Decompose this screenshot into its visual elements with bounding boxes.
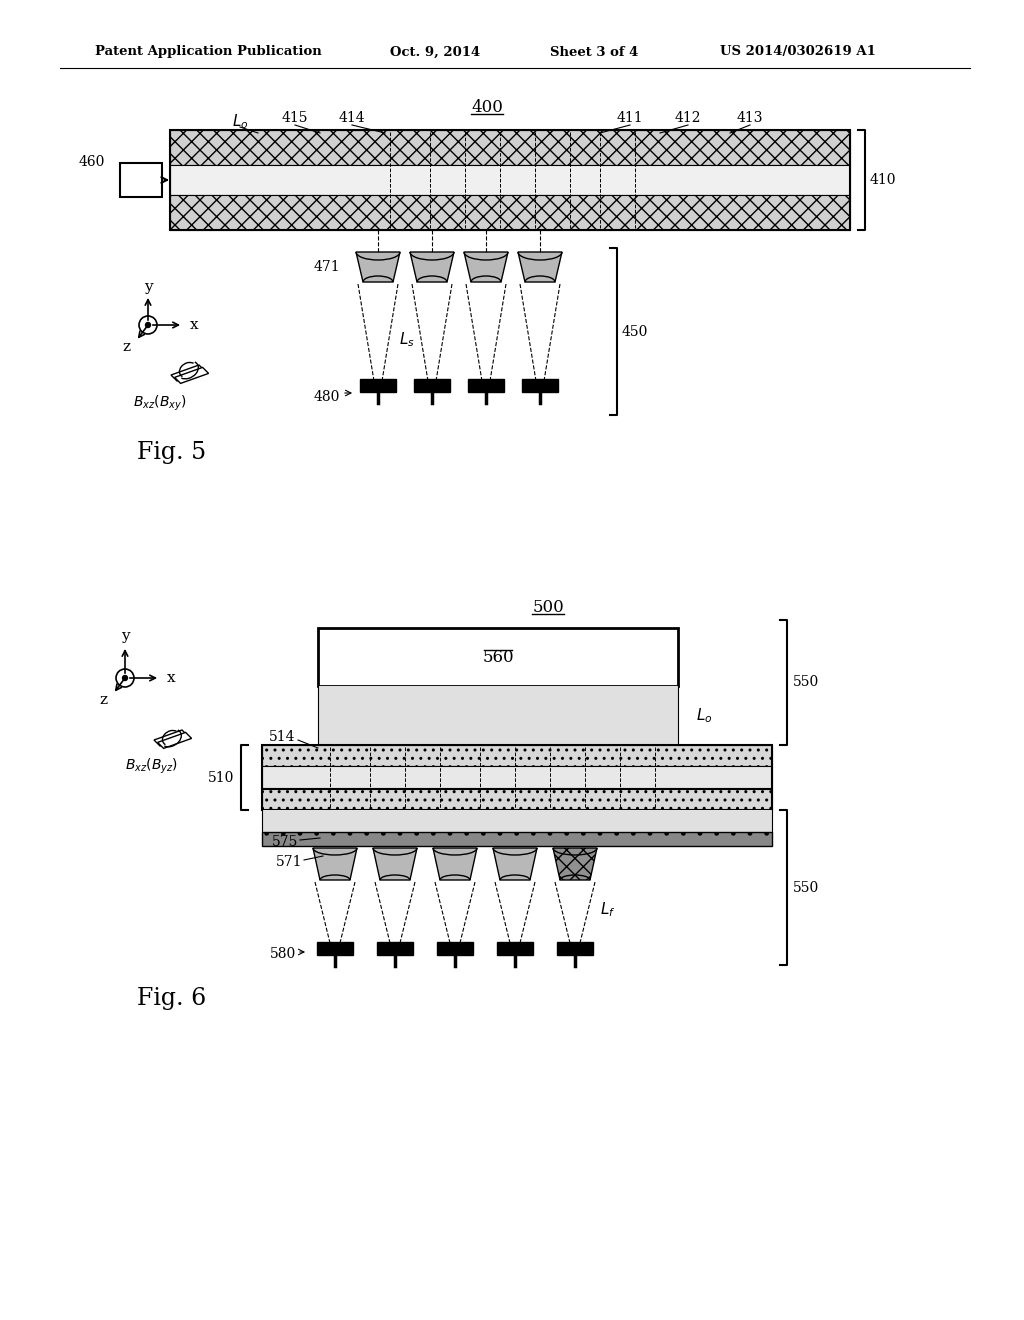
Polygon shape [493,847,537,880]
Polygon shape [553,847,597,880]
Text: 500: 500 [532,599,564,616]
Polygon shape [356,252,400,282]
Bar [317,942,353,954]
Text: 480: 480 [313,389,340,404]
Polygon shape [175,367,209,383]
Text: 412: 412 [675,111,701,125]
Text: Fig. 5: Fig. 5 [137,441,207,465]
Bar [522,379,558,392]
Text: 415: 415 [282,111,308,125]
Text: 580: 580 [269,946,296,961]
Text: z: z [99,693,106,708]
Text: 514: 514 [268,730,295,744]
Text: 400: 400 [471,99,503,116]
Bar [262,788,772,810]
Polygon shape [433,847,477,880]
Text: 575: 575 [271,836,298,849]
Polygon shape [464,252,508,282]
Bar [262,810,772,832]
Bar [170,129,850,230]
Circle shape [145,322,151,327]
Bar [120,162,162,197]
Text: x: x [167,671,175,685]
Text: 450: 450 [622,325,648,338]
Text: 460: 460 [79,154,105,169]
Bar [170,165,850,195]
Bar [170,195,850,230]
Text: 550: 550 [793,676,819,689]
Text: 571: 571 [275,855,302,869]
Text: y: y [143,280,153,294]
Text: 411: 411 [616,111,643,125]
Text: 414: 414 [339,111,366,125]
Text: $L_o$: $L_o$ [231,112,248,132]
Text: 560: 560 [482,648,514,665]
Bar [377,942,413,954]
Bar [262,767,772,788]
Text: 510: 510 [208,771,234,784]
Bar [437,942,473,954]
Bar [262,744,772,810]
Text: $B_{xz}(B_{yz})$: $B_{xz}(B_{yz})$ [125,756,178,776]
Circle shape [123,676,128,681]
Polygon shape [518,252,562,282]
Text: US 2014/0302619 A1: US 2014/0302619 A1 [720,45,876,58]
Bar [170,129,850,165]
Polygon shape [158,733,191,748]
Bar [262,744,772,767]
Text: Fig. 6: Fig. 6 [137,986,207,1010]
Polygon shape [171,366,205,381]
Polygon shape [154,730,188,746]
Text: 413: 413 [736,111,763,125]
Bar [318,686,678,744]
Text: Sheet 3 of 4: Sheet 3 of 4 [550,45,638,58]
Text: $L_s$: $L_s$ [399,330,415,350]
Text: Patent Application Publication: Patent Application Publication [95,45,322,58]
Text: $B_{xz}(B_{xy})$: $B_{xz}(B_{xy})$ [133,393,187,413]
Polygon shape [373,847,417,880]
Text: 471: 471 [313,260,340,275]
Text: x: x [189,318,199,333]
Bar [557,942,593,954]
Text: z: z [122,341,130,354]
Text: y: y [121,630,129,643]
Text: 550: 550 [793,880,819,895]
Text: $L_o$: $L_o$ [696,706,713,725]
Polygon shape [313,847,357,880]
Bar [414,379,450,392]
Text: 410: 410 [870,173,896,187]
Bar [262,832,772,846]
Bar [318,628,678,686]
Polygon shape [410,252,454,282]
Bar [360,379,396,392]
Text: Oct. 9, 2014: Oct. 9, 2014 [390,45,480,58]
Bar [468,379,504,392]
Text: $L_f$: $L_f$ [600,900,615,919]
Bar [497,942,534,954]
